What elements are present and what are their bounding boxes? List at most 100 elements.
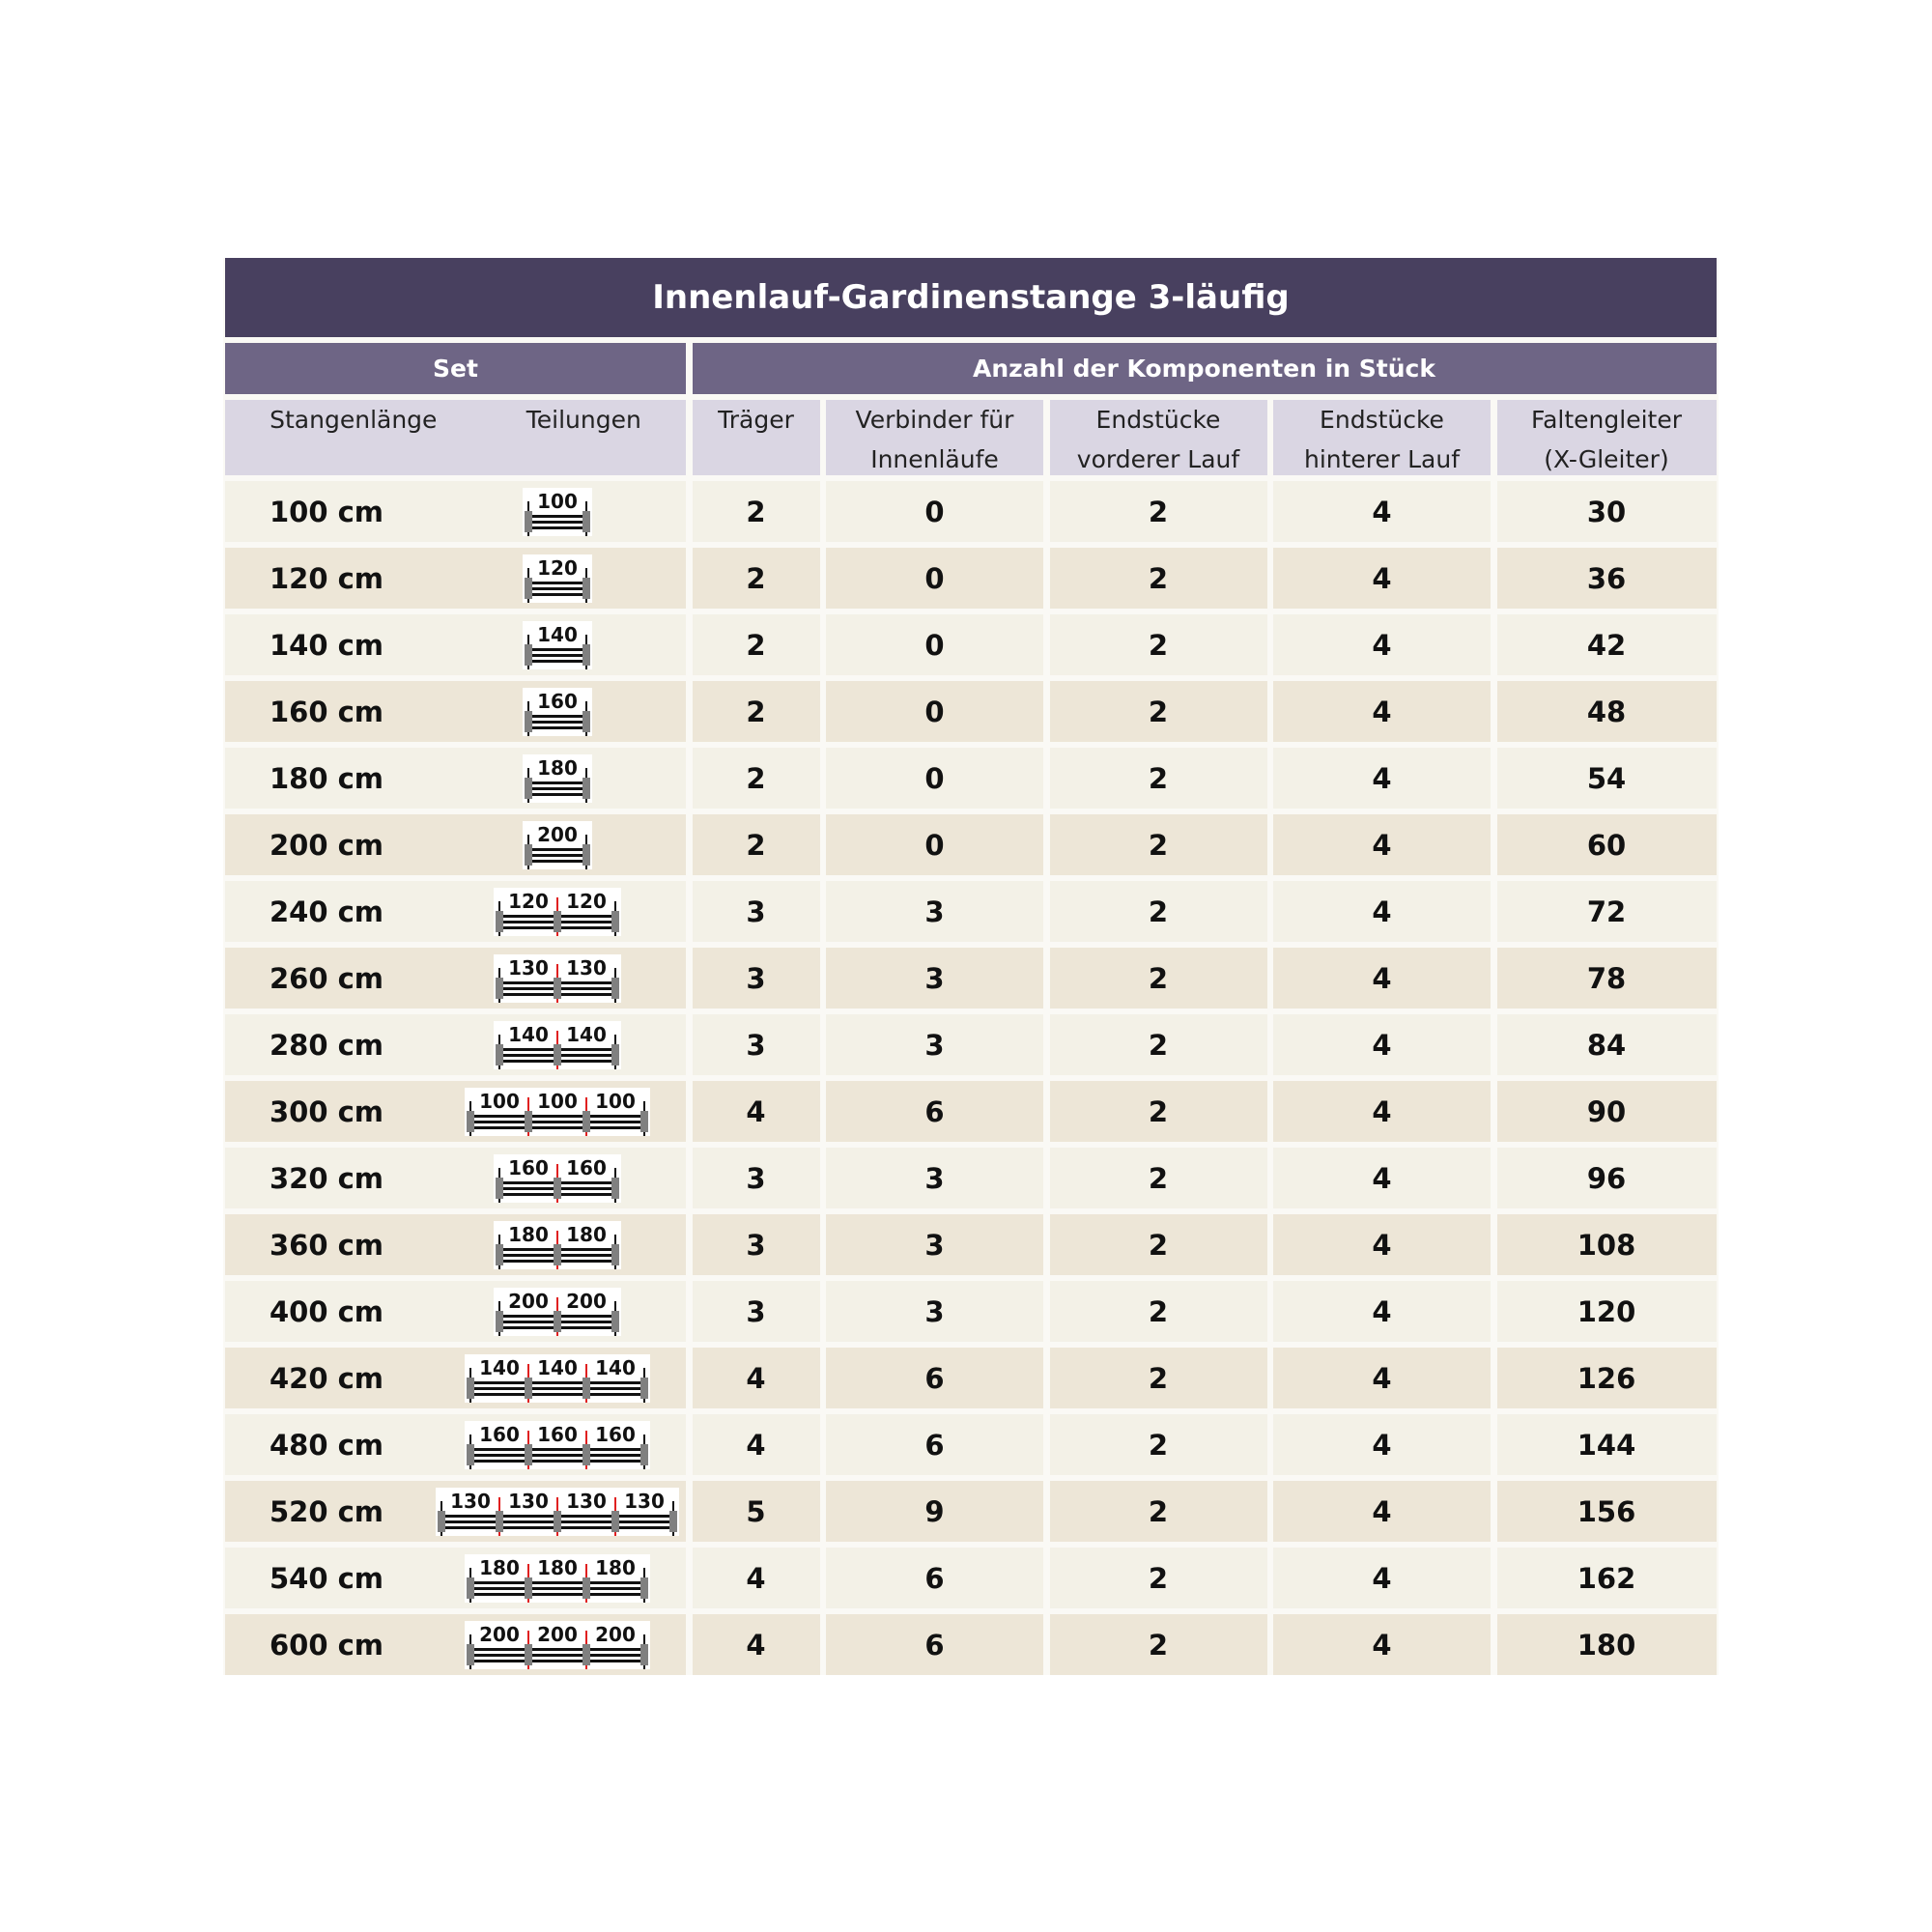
cell-gleiter: 48 (1496, 681, 1717, 742)
cell-verbinder: 6 (826, 1348, 1043, 1408)
set-cell: 200 cm 200 (225, 814, 686, 875)
rod-division-icon: 140 140 (493, 1020, 621, 1069)
bracket-icon (466, 1443, 474, 1465)
bracket-icon (524, 510, 532, 532)
cell-gleiter: 78 (1496, 948, 1717, 1009)
bracket-icon (611, 977, 619, 999)
cell-verbinder: 0 (826, 814, 1043, 875)
set-cell: 420 cm 140 140 140 (225, 1348, 686, 1408)
set-cell: 520 cm 130 130 130 130 (225, 1481, 686, 1542)
header-traeger: Träger (692, 400, 820, 475)
bracket-icon (639, 1577, 648, 1599)
cell-gleiter: 156 (1496, 1481, 1717, 1542)
cell-verbinder: 3 (826, 881, 1043, 942)
bracket-icon (524, 710, 532, 732)
group-header-components: Anzahl der Komponenten in Stück (692, 343, 1717, 394)
divisions: 130 130 130 130 (428, 1487, 686, 1536)
rod-length: 160 cm (269, 695, 384, 728)
rod-length: 540 cm (269, 1561, 384, 1595)
cell-gleiter: 36 (1496, 548, 1717, 609)
rod-length: 360 cm (269, 1228, 384, 1262)
set-cell: 360 cm 180 180 (225, 1214, 686, 1275)
segment-label: 100 (595, 1090, 636, 1113)
bracket-icon (466, 1377, 474, 1399)
rod-division-icon: 140 (522, 620, 592, 669)
cell-end-vorne: 2 (1049, 681, 1267, 742)
rod-length: 300 cm (269, 1094, 384, 1128)
rod-track (527, 586, 586, 590)
segment-label: 180 (537, 1556, 578, 1579)
cell-end-hinten: 4 (1273, 1614, 1491, 1675)
segment-label: 200 (537, 823, 578, 846)
rod-track (527, 520, 586, 524)
cell-verbinder: 3 (826, 948, 1043, 1009)
cell-traeger: 2 (692, 681, 820, 742)
rod-division-icon: 180 180 (493, 1220, 621, 1269)
cell-traeger: 4 (692, 1548, 820, 1608)
rod-division-icon: 120 120 (493, 887, 621, 936)
cell-verbinder: 6 (826, 1548, 1043, 1608)
rod-track (469, 1586, 644, 1590)
rod-track (527, 592, 586, 596)
segment-label: 140 (479, 1356, 520, 1379)
rod-division-icon: 200 200 (493, 1287, 621, 1336)
header-faltengleiter: Faltengleiter (X-Gleiter) (1496, 400, 1717, 475)
segment-label: 140 (566, 1023, 607, 1046)
set-cell: 400 cm 200 200 (225, 1281, 686, 1342)
cell-end-vorne: 2 (1049, 1481, 1267, 1542)
cell-end-vorne: 2 (1049, 1414, 1267, 1475)
rod-division-icon: 140 140 140 (464, 1353, 650, 1403)
cell-verbinder: 0 (826, 748, 1043, 809)
cell-traeger: 2 (692, 814, 820, 875)
bracket-icon (639, 1643, 648, 1665)
set-cell: 160 cm 160 (225, 681, 686, 742)
rod-track (527, 653, 586, 657)
rod-track (469, 1592, 644, 1596)
rod-track (527, 659, 586, 663)
bracket-icon (524, 1110, 532, 1132)
cell-traeger: 4 (692, 1348, 820, 1408)
cell-end-hinten: 4 (1273, 1414, 1491, 1475)
bracket-icon (495, 1177, 503, 1199)
cell-end-hinten: 4 (1273, 948, 1491, 1009)
bracket-icon (582, 510, 590, 532)
cell-traeger: 2 (692, 548, 820, 609)
cell-verbinder: 3 (826, 1014, 1043, 1075)
cell-verbinder: 3 (826, 1214, 1043, 1275)
rod-track (469, 1459, 644, 1463)
cell-gleiter: 90 (1496, 1081, 1717, 1142)
rod-division-icon: 160 160 (493, 1153, 621, 1203)
component-table: Innenlauf-Gardinenstange 3-läufig Set An… (223, 258, 1719, 1675)
divisions: 200 200 (428, 1287, 686, 1336)
divisions: 130 130 (428, 953, 686, 1003)
set-cell: 120 cm 120 (225, 548, 686, 609)
cell-end-hinten: 4 (1273, 1214, 1491, 1275)
bracket-icon (582, 1377, 590, 1399)
bracket-icon (553, 1510, 561, 1532)
rod-division-icon: 180 (522, 753, 592, 803)
divisions: 140 (428, 620, 686, 669)
bracket-icon (553, 1177, 561, 1199)
table-title: Innenlauf-Gardinenstange 3-läufig (225, 258, 1717, 337)
rod-length: 120 cm (269, 561, 384, 595)
cell-verbinder: 0 (826, 548, 1043, 609)
bracket-icon (611, 1310, 619, 1332)
segment-label: 140 (537, 1356, 578, 1379)
segment-label: 130 (566, 1490, 607, 1513)
cell-end-hinten: 4 (1273, 1081, 1491, 1142)
cell-gleiter: 180 (1496, 1614, 1717, 1675)
segment-label: 180 (537, 756, 578, 780)
bracket-icon (495, 1310, 503, 1332)
rod-track (527, 714, 586, 718)
cell-gleiter: 96 (1496, 1148, 1717, 1208)
rod-length: 100 cm (269, 495, 384, 528)
cell-end-hinten: 4 (1273, 1348, 1491, 1408)
cell-end-vorne: 2 (1049, 1148, 1267, 1208)
cell-traeger: 2 (692, 748, 820, 809)
rod-track (469, 1659, 644, 1662)
rod-division-icon: 180 180 180 (464, 1553, 650, 1603)
cell-verbinder: 3 (826, 1281, 1043, 1342)
cell-gleiter: 84 (1496, 1014, 1717, 1075)
rod-division-icon: 120 (522, 554, 592, 603)
segment-label: 200 (508, 1290, 549, 1313)
